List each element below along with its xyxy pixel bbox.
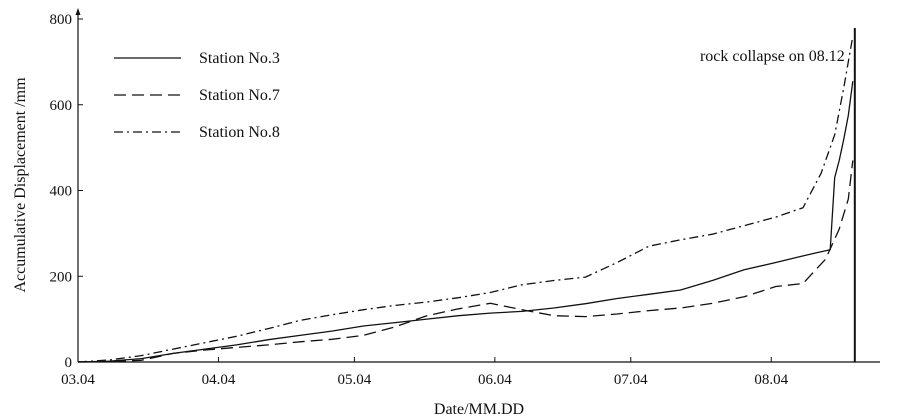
series-line-2 bbox=[77, 160, 854, 363]
x-tick-label: 06.04 bbox=[478, 372, 512, 388]
annotation-group: rock collapse on 08.12 bbox=[700, 28, 856, 362]
y-tick-label: 600 bbox=[50, 98, 73, 114]
x-tick-label: 07.04 bbox=[614, 372, 648, 388]
y-tick-label: 800 bbox=[50, 12, 73, 28]
y-axis-arrow bbox=[75, 8, 81, 15]
axes bbox=[75, 8, 880, 363]
x-tick-label: 08.04 bbox=[754, 372, 788, 388]
series-line-3 bbox=[77, 36, 854, 363]
x-ticks: 03.04 04.04 05.04 06.04 07.04 08.04 bbox=[61, 357, 789, 388]
x-axis-title: Date/MM.DD bbox=[434, 401, 524, 418]
y-axis-title: Accumulative Displacement /mm bbox=[12, 77, 29, 293]
x-tick-label: 04.04 bbox=[202, 372, 236, 388]
y-tick-label: 0 bbox=[65, 355, 73, 371]
y-tick-label: 400 bbox=[50, 184, 73, 200]
x-tick-label: 05.04 bbox=[338, 372, 372, 388]
legend-label: Station No.7 bbox=[199, 87, 280, 104]
collapse-label: rock collapse on 08.12 bbox=[700, 48, 845, 65]
y-ticks: 0 200 400 600 800 bbox=[50, 12, 83, 371]
series-group bbox=[77, 36, 854, 363]
x-tick-label: 03.04 bbox=[61, 372, 95, 388]
legend-label: Station No.3 bbox=[199, 50, 280, 67]
legend: Station No.3 Station No.7 Station No.8 bbox=[114, 50, 280, 141]
legend-label: Station No.8 bbox=[199, 124, 280, 141]
y-tick-label: 200 bbox=[50, 269, 73, 285]
series-line-1 bbox=[77, 81, 854, 363]
